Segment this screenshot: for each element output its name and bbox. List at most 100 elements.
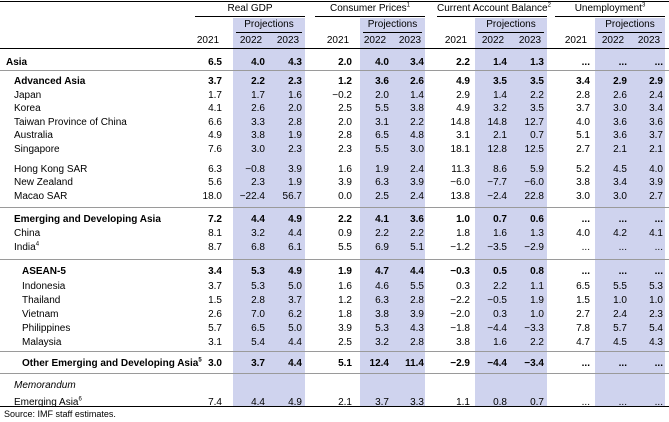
table-cell: 8.7 bbox=[208, 242, 222, 253]
table-cell: 3.3 bbox=[251, 117, 265, 128]
table-cell: ... bbox=[581, 266, 590, 277]
table-cell: 2.8 bbox=[410, 337, 424, 348]
table-cell: 3.6 bbox=[649, 117, 663, 128]
table-cell: 4.7 bbox=[375, 266, 389, 277]
table-cell: 3.8 bbox=[251, 130, 265, 141]
row-label-text: Korea bbox=[14, 103, 41, 114]
table-cell: 1.8 bbox=[338, 309, 352, 320]
projections-rule bbox=[236, 32, 302, 33]
table-cell: 3.0 bbox=[208, 358, 222, 369]
table-cell: −0.8 bbox=[245, 164, 265, 175]
table-cell: 14.8 bbox=[487, 117, 507, 128]
row-label-text: Thailand bbox=[22, 295, 61, 306]
table-cell: 5.0 bbox=[288, 281, 302, 292]
row-label: China bbox=[14, 228, 40, 240]
table-cell: 2.2 bbox=[338, 214, 352, 225]
table-cell: 4.9 bbox=[288, 397, 302, 408]
table-cell: 4.1 bbox=[649, 228, 663, 239]
row-label: Hong Kong SAR bbox=[14, 164, 87, 176]
table-cell: ... bbox=[581, 57, 590, 68]
row-label: Japan bbox=[14, 90, 41, 102]
footnote-marker: 5 bbox=[198, 357, 202, 364]
table-cell: 2.0 bbox=[288, 103, 302, 114]
row-label: New Zealand bbox=[14, 177, 73, 189]
table-cell: 2.5 bbox=[338, 103, 352, 114]
table-cell: −7.7 bbox=[487, 177, 507, 188]
table-cell: 2.8 bbox=[251, 295, 265, 306]
footnote-marker: 6 bbox=[78, 396, 82, 403]
table-cell: −0.3 bbox=[450, 266, 470, 277]
table-cell: 5.5 bbox=[375, 144, 389, 155]
table-cell: 4.1 bbox=[375, 214, 389, 225]
table-cell: 3.2 bbox=[493, 103, 507, 114]
table-cell: 6.5 bbox=[208, 57, 222, 68]
table-cell: 1.1 bbox=[530, 281, 544, 292]
table-cell: 4.5 bbox=[613, 337, 627, 348]
table-cell: 1.7 bbox=[251, 90, 265, 101]
column-group-header: Consumer Prices1 bbox=[315, 3, 425, 15]
table-cell: 3.2 bbox=[251, 228, 265, 239]
table-cell: 6.5 bbox=[251, 323, 265, 334]
projections-rule bbox=[598, 32, 662, 33]
table-cell: 6.5 bbox=[375, 130, 389, 141]
table-cell: 3.8 bbox=[375, 309, 389, 320]
table-cell: ... bbox=[654, 242, 663, 253]
table-cell: 2.0 bbox=[338, 117, 352, 128]
table-cell: 7.0 bbox=[251, 309, 265, 320]
table-cell: 3.8 bbox=[410, 103, 424, 114]
table-cell: ... bbox=[618, 242, 627, 253]
projection-band bbox=[475, 18, 547, 406]
table-cell: 2.1 bbox=[493, 130, 507, 141]
table-cell: −0.2 bbox=[332, 90, 352, 101]
table-cell: ... bbox=[654, 358, 663, 369]
table-cell: −6.0 bbox=[524, 177, 544, 188]
table-cell: 4.8 bbox=[410, 130, 424, 141]
row-separator bbox=[0, 259, 669, 260]
row-label: Other Emerging and Developing Asia5 bbox=[22, 358, 202, 370]
footnote-marker: 1 bbox=[406, 2, 411, 9]
table-cell: 4.0 bbox=[576, 117, 590, 128]
table-cell: 5.1 bbox=[576, 130, 590, 141]
row-separator bbox=[0, 373, 669, 374]
table-cell: 14.8 bbox=[450, 117, 470, 128]
table-cell: 6.2 bbox=[288, 309, 302, 320]
table-cell: 56.7 bbox=[282, 191, 302, 202]
table-cell: 1.9 bbox=[288, 130, 302, 141]
table-cell: 1.8 bbox=[456, 228, 470, 239]
row-separator bbox=[0, 70, 669, 71]
row-label-text: Philippines bbox=[22, 323, 71, 334]
table-cell: 2.2 bbox=[456, 57, 470, 68]
table-cell: 2.0 bbox=[375, 90, 389, 101]
footnote-marker: 3 bbox=[641, 2, 646, 9]
table-cell: 22.8 bbox=[524, 191, 544, 202]
table-cell: 1.3 bbox=[530, 57, 544, 68]
table-cell: 1.9 bbox=[375, 164, 389, 175]
table-cell: −22.4 bbox=[239, 191, 265, 202]
table-cell: 11.4 bbox=[405, 358, 424, 369]
table-cell: 7.2 bbox=[208, 214, 222, 225]
table-cell: 5.4 bbox=[649, 323, 663, 334]
row-label-text: Macao SAR bbox=[14, 191, 68, 202]
table-cell: 0.3 bbox=[456, 281, 470, 292]
projections-rule bbox=[478, 32, 544, 33]
table-cell: 1.5 bbox=[576, 295, 590, 306]
table-cell: −3.3 bbox=[524, 323, 544, 334]
table-cell: 4.3 bbox=[410, 323, 424, 334]
table-cell: 3.4 bbox=[410, 57, 424, 68]
table-cell: 4.3 bbox=[649, 337, 663, 348]
table-cell: ... bbox=[581, 397, 590, 408]
table-cell: 4.9 bbox=[456, 76, 470, 87]
table-cell: −2.4 bbox=[487, 191, 507, 202]
row-label-text: New Zealand bbox=[14, 177, 73, 188]
table-cell: 1.0 bbox=[456, 214, 470, 225]
table-cell: 2.3 bbox=[649, 309, 663, 320]
table-cell: 3.2 bbox=[375, 337, 389, 348]
header-rule bbox=[0, 48, 669, 49]
table-cell: 1.6 bbox=[338, 281, 352, 292]
table-cell: 4.6 bbox=[375, 281, 389, 292]
row-label: Singapore bbox=[14, 144, 60, 156]
group-rule bbox=[195, 16, 305, 17]
table-cell: 3.4 bbox=[576, 76, 590, 87]
projection-band bbox=[360, 18, 425, 406]
table-cell: ... bbox=[654, 266, 663, 277]
